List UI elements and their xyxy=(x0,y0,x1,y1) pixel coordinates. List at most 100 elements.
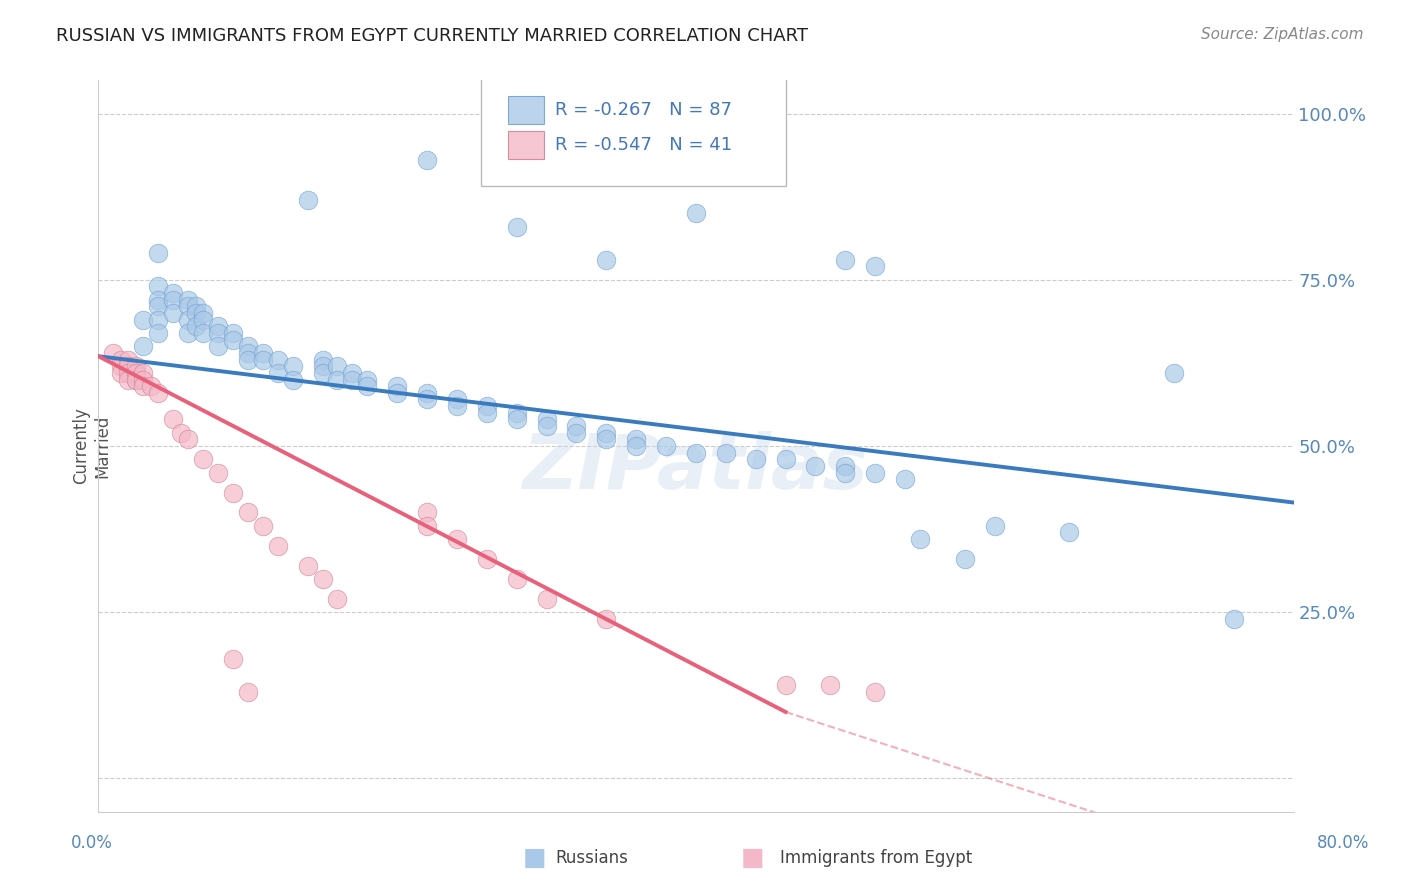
Point xyxy=(252,352,274,367)
Point xyxy=(714,445,737,459)
Point xyxy=(1059,525,1081,540)
Point xyxy=(139,379,162,393)
Point xyxy=(311,352,333,367)
Point xyxy=(385,385,409,400)
Point xyxy=(177,299,200,313)
FancyBboxPatch shape xyxy=(509,96,544,124)
Point xyxy=(148,312,170,326)
Point xyxy=(117,366,139,380)
Point xyxy=(595,433,617,447)
Point xyxy=(184,299,207,313)
Point xyxy=(125,366,148,380)
Point xyxy=(162,286,184,301)
Point xyxy=(162,293,184,307)
Point xyxy=(207,466,229,480)
Point xyxy=(536,591,558,606)
Point xyxy=(236,352,259,367)
Point xyxy=(162,306,184,320)
Point xyxy=(267,366,290,380)
Point xyxy=(834,466,856,480)
Point xyxy=(416,506,439,520)
Point xyxy=(536,419,558,434)
Point xyxy=(834,458,856,473)
Point xyxy=(191,452,214,467)
Point xyxy=(356,372,378,386)
Point xyxy=(169,425,191,440)
Text: ■: ■ xyxy=(741,847,763,870)
Text: Source: ZipAtlas.com: Source: ZipAtlas.com xyxy=(1201,27,1364,42)
Point xyxy=(745,452,768,467)
Point xyxy=(446,392,468,407)
Point xyxy=(342,372,364,386)
Point xyxy=(416,518,439,533)
Point xyxy=(222,333,245,347)
Point xyxy=(177,293,200,307)
Text: R = -0.267   N = 87: R = -0.267 N = 87 xyxy=(555,102,733,120)
Point xyxy=(595,425,617,440)
Point xyxy=(148,385,170,400)
Point xyxy=(894,472,917,486)
Point xyxy=(446,532,468,546)
Point xyxy=(191,306,214,320)
Point xyxy=(222,485,245,500)
Point xyxy=(236,506,259,520)
Point xyxy=(132,339,155,353)
Point xyxy=(148,246,170,260)
Point xyxy=(775,678,797,692)
Point xyxy=(475,399,498,413)
Point xyxy=(177,433,200,447)
Point xyxy=(685,206,707,220)
Point xyxy=(685,445,707,459)
Point xyxy=(565,419,588,434)
Point xyxy=(326,591,349,606)
Point xyxy=(236,339,259,353)
Point xyxy=(416,153,439,167)
Point xyxy=(834,252,856,267)
Point xyxy=(775,452,797,467)
FancyBboxPatch shape xyxy=(481,77,786,186)
Point xyxy=(342,366,364,380)
Point xyxy=(110,352,132,367)
Point xyxy=(475,406,498,420)
Point xyxy=(297,193,319,207)
Point xyxy=(506,406,529,420)
Point xyxy=(565,425,588,440)
Text: Immigrants from Egypt: Immigrants from Egypt xyxy=(780,849,973,867)
Point xyxy=(865,466,887,480)
Point xyxy=(281,372,304,386)
Point xyxy=(536,412,558,426)
Point xyxy=(252,518,274,533)
Text: 80.0%: 80.0% xyxy=(1316,834,1369,852)
Point xyxy=(506,572,529,586)
Point xyxy=(595,612,617,626)
Point xyxy=(416,385,439,400)
Point xyxy=(475,552,498,566)
Point xyxy=(222,326,245,340)
Point xyxy=(125,372,148,386)
Point xyxy=(148,299,170,313)
Point xyxy=(655,439,678,453)
Point xyxy=(148,326,170,340)
Point xyxy=(177,326,200,340)
Point xyxy=(385,379,409,393)
Point xyxy=(311,572,333,586)
Point xyxy=(162,412,184,426)
Point xyxy=(908,532,931,546)
Point xyxy=(132,312,155,326)
Point xyxy=(820,678,842,692)
Point xyxy=(103,346,125,360)
Point xyxy=(132,372,155,386)
Point xyxy=(1163,366,1185,380)
Point xyxy=(125,359,148,374)
Point xyxy=(125,366,148,380)
Text: ■: ■ xyxy=(523,847,546,870)
Point xyxy=(1223,612,1246,626)
Point xyxy=(125,372,148,386)
Y-axis label: Currently
Married: Currently Married xyxy=(72,408,111,484)
Point xyxy=(252,346,274,360)
Point xyxy=(236,346,259,360)
Point xyxy=(267,539,290,553)
Point xyxy=(326,372,349,386)
Point xyxy=(297,558,319,573)
Point xyxy=(191,312,214,326)
